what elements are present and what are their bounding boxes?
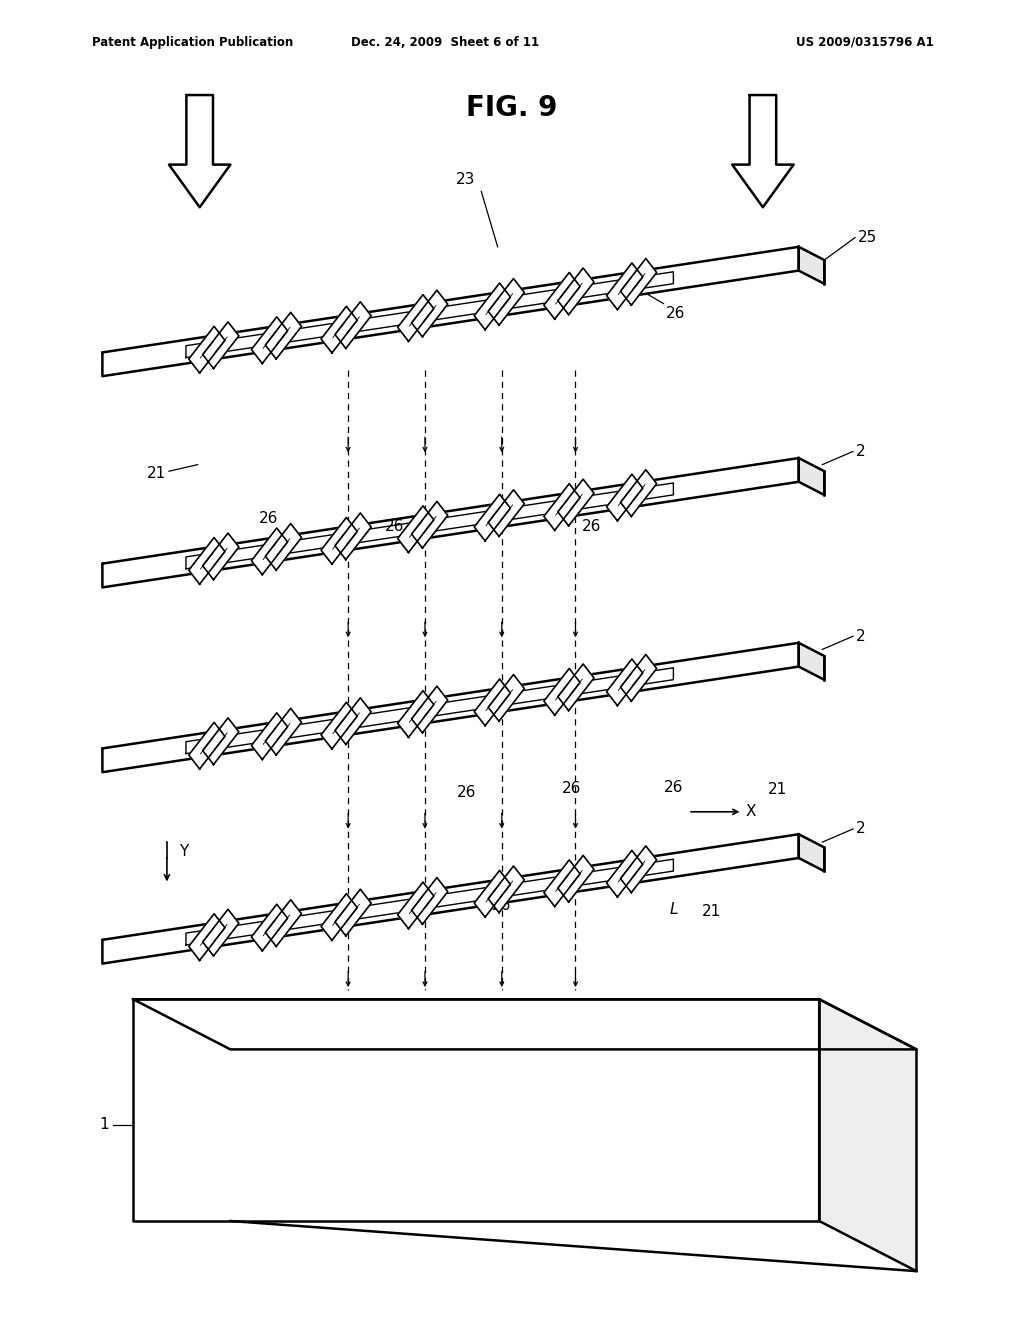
Polygon shape xyxy=(621,470,656,516)
Polygon shape xyxy=(133,999,819,1221)
Text: L: L xyxy=(670,902,678,916)
Polygon shape xyxy=(544,483,580,531)
Text: 1: 1 xyxy=(99,1117,109,1133)
Polygon shape xyxy=(412,686,447,733)
Text: 26: 26 xyxy=(562,781,581,796)
Polygon shape xyxy=(799,458,824,495)
Text: 26: 26 xyxy=(665,780,683,795)
Polygon shape xyxy=(335,302,371,348)
Polygon shape xyxy=(474,678,510,726)
Polygon shape xyxy=(799,247,824,284)
Polygon shape xyxy=(488,279,524,325)
Polygon shape xyxy=(252,713,288,759)
Polygon shape xyxy=(265,524,301,570)
Polygon shape xyxy=(799,643,824,680)
Polygon shape xyxy=(203,533,239,579)
Polygon shape xyxy=(203,909,239,956)
Polygon shape xyxy=(335,698,371,744)
Polygon shape xyxy=(322,894,357,940)
Polygon shape xyxy=(169,95,230,207)
Polygon shape xyxy=(397,690,434,738)
Text: 26: 26 xyxy=(666,306,685,321)
Polygon shape xyxy=(188,722,225,770)
Text: 26: 26 xyxy=(583,519,601,533)
Polygon shape xyxy=(335,513,371,560)
Polygon shape xyxy=(558,268,594,314)
Text: Y: Y xyxy=(179,843,188,859)
Polygon shape xyxy=(188,913,225,961)
Polygon shape xyxy=(412,878,447,924)
Text: 26: 26 xyxy=(259,511,278,525)
Polygon shape xyxy=(203,718,239,764)
Polygon shape xyxy=(474,282,510,330)
Text: 21: 21 xyxy=(768,783,787,797)
Polygon shape xyxy=(544,668,580,715)
Polygon shape xyxy=(558,855,594,902)
Polygon shape xyxy=(397,506,434,553)
Polygon shape xyxy=(412,502,447,548)
Polygon shape xyxy=(322,702,357,748)
Polygon shape xyxy=(621,846,656,892)
Polygon shape xyxy=(412,290,447,337)
Text: 25: 25 xyxy=(858,230,878,246)
Polygon shape xyxy=(606,659,643,706)
Text: 21: 21 xyxy=(146,466,166,482)
Text: 26: 26 xyxy=(493,898,511,912)
Polygon shape xyxy=(335,890,371,936)
Polygon shape xyxy=(102,834,799,964)
Polygon shape xyxy=(252,528,288,574)
Polygon shape xyxy=(544,272,580,319)
Polygon shape xyxy=(488,866,524,912)
Polygon shape xyxy=(102,247,799,376)
Polygon shape xyxy=(322,517,357,564)
Text: Dec. 24, 2009  Sheet 6 of 11: Dec. 24, 2009 Sheet 6 of 11 xyxy=(351,36,540,49)
Text: 2: 2 xyxy=(856,444,865,459)
Polygon shape xyxy=(621,259,656,305)
Polygon shape xyxy=(265,900,301,946)
Polygon shape xyxy=(819,999,916,1271)
Polygon shape xyxy=(252,904,288,950)
Polygon shape xyxy=(488,490,524,536)
Polygon shape xyxy=(621,655,656,701)
Text: 23: 23 xyxy=(457,173,475,187)
Polygon shape xyxy=(488,675,524,721)
Polygon shape xyxy=(252,317,288,363)
Polygon shape xyxy=(397,882,434,929)
Text: 21: 21 xyxy=(701,904,721,919)
Polygon shape xyxy=(558,479,594,525)
Polygon shape xyxy=(799,834,824,871)
Polygon shape xyxy=(133,999,916,1049)
Text: FIG. 9: FIG. 9 xyxy=(466,94,558,123)
Polygon shape xyxy=(265,709,301,755)
Polygon shape xyxy=(102,458,799,587)
Text: US 2009/0315796 A1: US 2009/0315796 A1 xyxy=(797,36,934,49)
Polygon shape xyxy=(322,306,357,352)
Polygon shape xyxy=(606,474,643,521)
Text: Patent Application Publication: Patent Application Publication xyxy=(92,36,294,49)
Polygon shape xyxy=(265,313,301,359)
Polygon shape xyxy=(606,850,643,898)
Polygon shape xyxy=(203,322,239,368)
Text: 26: 26 xyxy=(458,785,476,800)
Text: 2: 2 xyxy=(856,821,865,837)
Text: 26: 26 xyxy=(385,519,403,533)
Polygon shape xyxy=(102,643,799,772)
Text: 2: 2 xyxy=(856,628,865,644)
Polygon shape xyxy=(397,294,434,342)
Polygon shape xyxy=(544,859,580,907)
Polygon shape xyxy=(188,537,225,585)
Polygon shape xyxy=(188,326,225,374)
Text: X: X xyxy=(745,804,756,820)
Polygon shape xyxy=(558,664,594,710)
Polygon shape xyxy=(732,95,794,207)
Polygon shape xyxy=(474,870,510,917)
Polygon shape xyxy=(474,494,510,541)
Polygon shape xyxy=(606,263,643,310)
